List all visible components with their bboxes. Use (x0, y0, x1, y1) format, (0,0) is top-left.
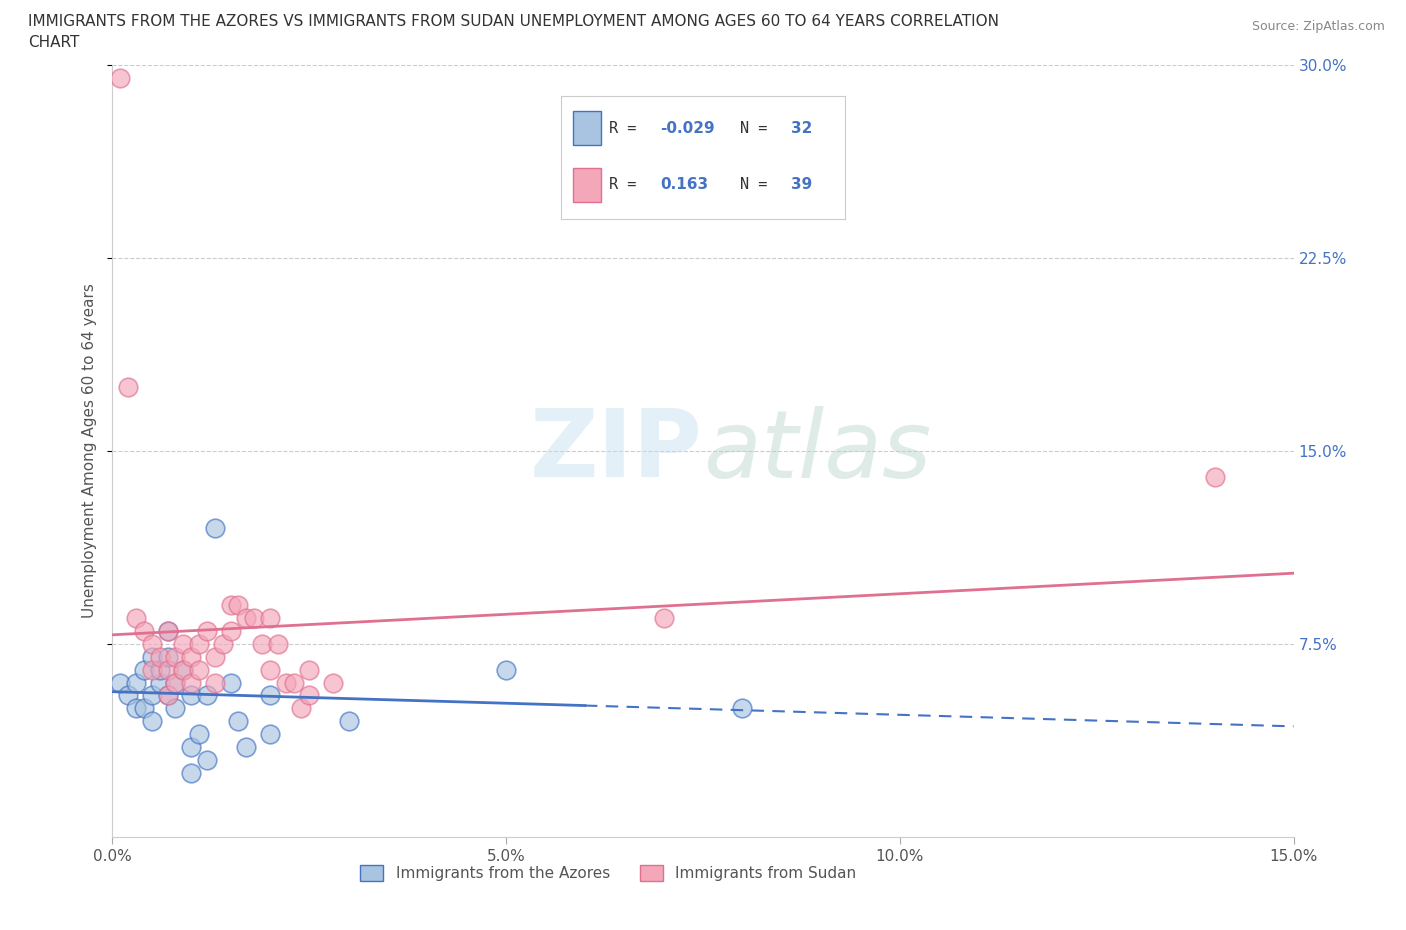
Point (125, 701, 148, 716)
Point (1204, 470, 1226, 485)
Point (235, 739, 257, 754)
Point (228, 714, 250, 729)
Point (156, 688, 179, 703)
Point (219, 624, 242, 639)
Text: atlas: atlas (703, 405, 931, 497)
Point (149, 649, 172, 664)
Point (290, 701, 312, 716)
Point (156, 649, 179, 664)
Point (259, 611, 281, 626)
Point (180, 765, 202, 780)
Point (141, 714, 163, 729)
Point (274, 675, 297, 690)
Point (165, 649, 187, 664)
Point (149, 662, 172, 677)
Point (267, 637, 290, 652)
Point (172, 662, 194, 677)
Point (204, 521, 226, 536)
Point (156, 624, 179, 639)
Point (259, 726, 281, 741)
Y-axis label: Unemployment Among Ages 60 to 64 years: Unemployment Among Ages 60 to 64 years (82, 284, 97, 618)
Point (156, 624, 179, 639)
Point (652, 611, 675, 626)
Point (204, 649, 226, 664)
Point (117, 379, 139, 394)
Point (172, 662, 194, 677)
Point (235, 611, 257, 626)
Point (219, 598, 242, 613)
Point (180, 675, 202, 690)
Point (283, 675, 305, 690)
Point (243, 611, 266, 626)
Point (211, 637, 233, 652)
Point (219, 675, 242, 690)
Point (204, 675, 226, 690)
Point (156, 688, 179, 703)
Point (180, 688, 202, 703)
Point (125, 675, 148, 690)
Point (110, 675, 132, 690)
Point (141, 688, 163, 703)
Point (322, 675, 344, 690)
Point (132, 701, 155, 716)
Point (188, 662, 211, 677)
Point (132, 662, 155, 677)
Point (228, 598, 250, 613)
Point (495, 662, 517, 677)
Point (188, 637, 211, 652)
Point (250, 637, 273, 652)
Point (156, 662, 179, 677)
Point (110, 71, 132, 86)
Point (188, 726, 211, 741)
Text: ZIP: ZIP (530, 405, 703, 497)
Point (141, 662, 163, 677)
Point (259, 688, 281, 703)
Point (117, 688, 139, 703)
Point (149, 675, 172, 690)
Point (172, 637, 194, 652)
Point (298, 662, 321, 677)
Point (180, 649, 202, 664)
Point (298, 688, 321, 703)
Point (259, 662, 281, 677)
Point (180, 739, 202, 754)
Point (141, 649, 163, 664)
Point (731, 701, 754, 716)
Point (165, 675, 187, 690)
Text: IMMIGRANTS FROM THE AZORES VS IMMIGRANTS FROM SUDAN UNEMPLOYMENT AMONG AGES 60 T: IMMIGRANTS FROM THE AZORES VS IMMIGRANTS… (28, 14, 1000, 29)
Point (195, 688, 218, 703)
Legend: Immigrants from the Azores, Immigrants from Sudan: Immigrants from the Azores, Immigrants f… (354, 859, 863, 887)
Point (141, 637, 163, 652)
Point (337, 714, 360, 729)
Point (125, 611, 148, 626)
Point (195, 624, 218, 639)
Text: Source: ZipAtlas.com: Source: ZipAtlas.com (1251, 20, 1385, 33)
Point (165, 675, 187, 690)
Point (165, 701, 187, 716)
Point (132, 624, 155, 639)
Text: CHART: CHART (28, 35, 80, 50)
Point (195, 752, 218, 767)
